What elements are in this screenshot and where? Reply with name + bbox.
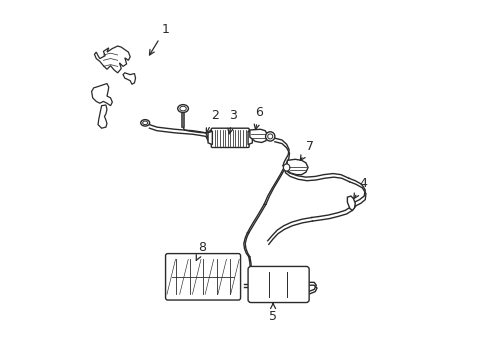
Ellipse shape [283,164,289,171]
Polygon shape [207,131,212,145]
Polygon shape [91,84,112,106]
FancyBboxPatch shape [165,253,240,300]
Ellipse shape [177,105,188,112]
Polygon shape [286,159,307,175]
Ellipse shape [180,106,186,111]
Ellipse shape [267,134,272,139]
Polygon shape [247,131,252,145]
Polygon shape [123,73,135,84]
FancyBboxPatch shape [247,266,308,302]
FancyBboxPatch shape [211,128,248,148]
Polygon shape [346,196,354,210]
Text: 2: 2 [206,109,219,134]
Ellipse shape [141,120,149,126]
Text: 7: 7 [300,140,313,161]
Polygon shape [249,129,267,143]
Text: 6: 6 [254,106,263,130]
Ellipse shape [142,121,147,125]
Polygon shape [94,46,130,73]
Text: 3: 3 [227,109,237,134]
Ellipse shape [265,132,274,141]
Text: 1: 1 [149,23,169,55]
Text: 5: 5 [268,303,277,323]
Text: 8: 8 [196,241,206,260]
Polygon shape [98,105,107,128]
Text: 4: 4 [353,177,366,199]
